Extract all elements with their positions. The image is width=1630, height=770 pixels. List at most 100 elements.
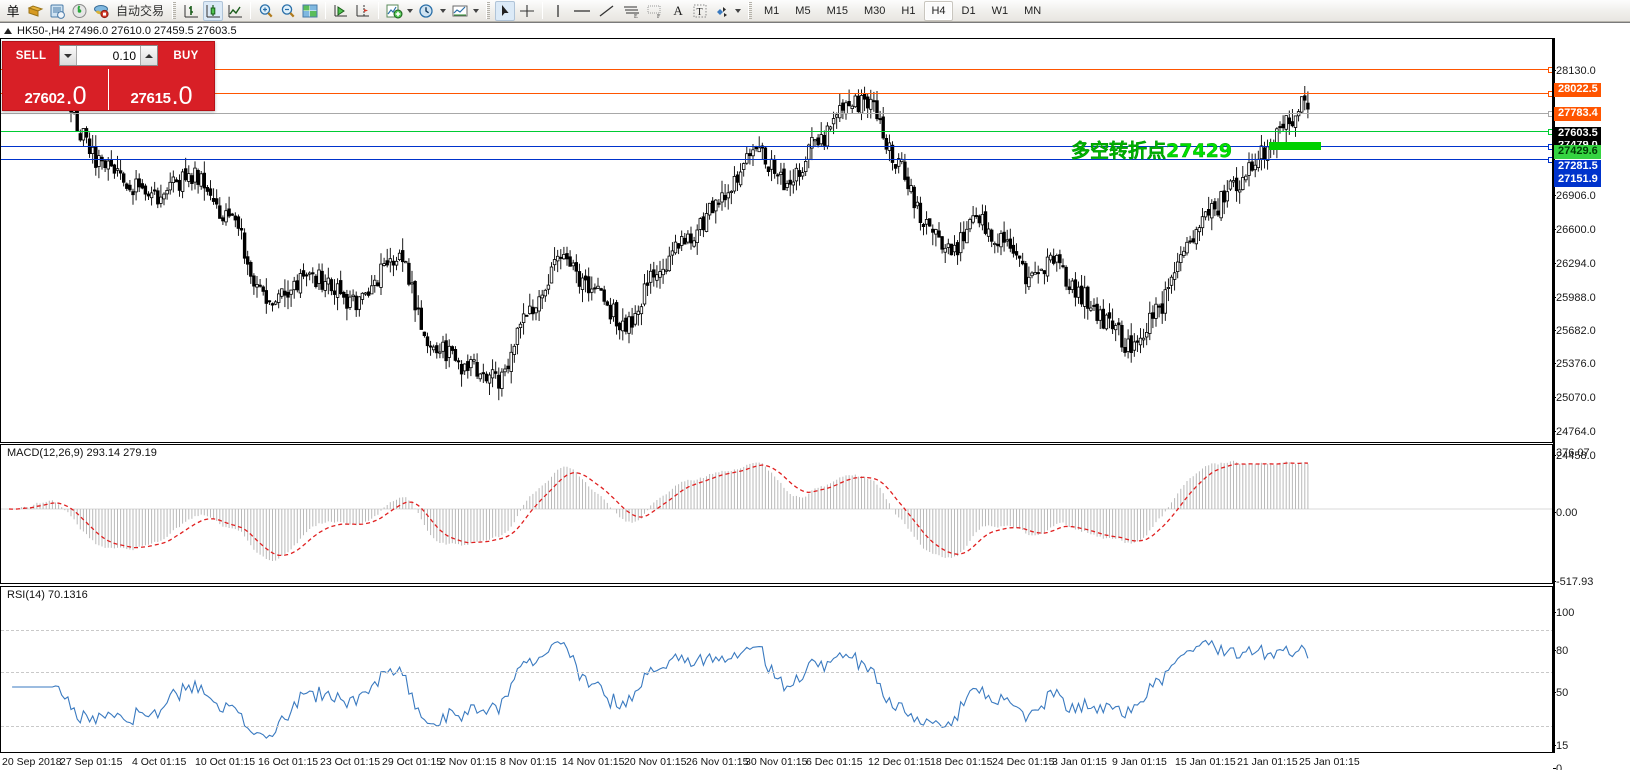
timeframe-w1[interactable]: W1	[991, 4, 1009, 17]
indicators-dropdown-caret[interactable]	[407, 8, 414, 13]
time-label: 21 Jan 01:15	[1237, 756, 1298, 768]
timeframe-m5[interactable]: M5	[795, 4, 811, 17]
price-level-tag[interactable]: 27429.6	[1554, 145, 1601, 159]
price-tick: 26294.0	[1552, 258, 1596, 270]
candlestick-chart-icon[interactable]	[203, 0, 224, 21]
time-label: 10 Oct 01:15	[195, 756, 256, 768]
toolbar-grip[interactable]	[172, 2, 177, 19]
time-label: 4 Oct 01:15	[132, 756, 187, 768]
periods-icon[interactable]	[417, 1, 437, 21]
symbol-header: HK50-,H4 27496.0 27610.0 27459.5 27603.5	[0, 23, 1630, 38]
chart-annotation-text[interactable]: 多空转折点27429	[1071, 140, 1233, 162]
price-level-handle[interactable]	[1548, 129, 1552, 135]
collapse-icon[interactable]	[4, 27, 12, 34]
templates-icon[interactable]	[450, 1, 470, 21]
svg-text:T: T	[697, 7, 703, 18]
line-chart-icon[interactable]	[225, 1, 245, 21]
timeframe-bar: M1 M5 M15 M30 H1 H4 D1 W1 MN	[756, 0, 1049, 21]
price-scale[interactable]: 28130.0 26906.0 26600.0 26294.0 25988.0 25682…	[1552, 38, 1630, 462]
time-label: 29 Oct 01:15	[382, 756, 443, 768]
text-icon[interactable]: A	[673, 2, 683, 18]
time-label: 18 Dec 01:15	[930, 756, 993, 768]
price-tick: 26906.0	[1552, 190, 1596, 202]
zoom-out-icon[interactable]	[278, 1, 298, 21]
volume-dropdown-button[interactable]	[60, 46, 77, 65]
price-level-tag[interactable]: 27603.5	[1554, 127, 1601, 141]
rsi-grid-80	[1, 630, 1552, 631]
price-level-line[interactable]	[1, 129, 1552, 135]
price-level-handle[interactable]	[1548, 67, 1552, 73]
sell-price-integer: 27602	[24, 90, 65, 107]
price-level-handle[interactable]	[1548, 91, 1552, 97]
folder-icon[interactable]	[25, 1, 45, 21]
autotrading-label[interactable]: 自动交易	[116, 4, 165, 18]
toolbar-grip-3[interactable]	[748, 2, 753, 19]
price-level-tag[interactable]: 27281.5	[1554, 160, 1601, 174]
price-level-tag[interactable]: 28022.5	[1554, 83, 1601, 97]
cursor-icon[interactable]	[495, 0, 516, 21]
shapes-icon[interactable]	[712, 1, 732, 21]
chart-grid-icon[interactable]	[300, 1, 320, 21]
crosshair-icon[interactable]	[517, 1, 537, 21]
price-level-handle[interactable]	[1548, 144, 1552, 150]
timeframe-m30[interactable]: M30	[863, 4, 886, 17]
toolbar-grip-2[interactable]	[486, 2, 491, 19]
buy-button[interactable]: BUY	[173, 49, 199, 62]
rsi-pane[interactable]: RSI(14) 70.1316	[0, 586, 1553, 753]
timeframe-m1[interactable]: M1	[764, 4, 780, 17]
auto-scroll-icon[interactable]	[331, 1, 351, 21]
vertical-line-icon[interactable]	[548, 1, 568, 21]
timeframe-h1[interactable]: H1	[901, 4, 916, 17]
price-level-tag[interactable]: 27783.4	[1554, 107, 1601, 121]
rsi-label: RSI(14) 70.1316	[5, 589, 90, 601]
annotation-green-marker[interactable]	[1269, 142, 1321, 150]
timeframe-d1[interactable]: D1	[961, 4, 976, 17]
fibonacci-icon[interactable]: E	[620, 1, 642, 21]
price-scale-axis[interactable]	[1553, 38, 1555, 753]
price-level-line[interactable]	[1, 91, 1552, 97]
time-label: 15 Jan 01:15	[1175, 756, 1236, 768]
price-level-tag[interactable]: 27151.9	[1554, 173, 1601, 187]
horizontal-line-icon[interactable]	[570, 1, 594, 21]
timeframe-m15[interactable]: M15	[826, 4, 848, 17]
new-order-icon[interactable]: 单	[6, 5, 20, 20]
price-level-line[interactable]	[1, 111, 1552, 117]
price-pane[interactable]: 多空转折点27429	[0, 38, 1553, 443]
buy-price-cell[interactable]: 27615.0	[108, 69, 214, 110]
toolbar-separator-2	[325, 2, 327, 19]
time-label: 24 Dec 01:15	[992, 756, 1055, 768]
time-label: 12 Dec 01:15	[868, 756, 931, 768]
price-level-handle[interactable]	[1548, 157, 1552, 163]
chart-shift-icon[interactable]	[353, 1, 373, 21]
macd-pane[interactable]: MACD(12,26,9) 293.14 279.19	[0, 444, 1553, 584]
time-label: 27 Sep 01:15	[60, 756, 123, 768]
timeframe-h4[interactable]: H4	[924, 0, 953, 21]
periods-dropdown-caret[interactable]	[440, 8, 447, 13]
volume-increment-button[interactable]	[140, 46, 157, 65]
volume-stepper[interactable]: 0.10	[59, 45, 158, 66]
indicators-icon[interactable]	[384, 1, 404, 21]
price-level-line[interactable]	[1, 144, 1552, 150]
signal-icon[interactable]	[69, 1, 89, 21]
zoom-in-icon[interactable]	[256, 1, 276, 21]
time-label: 20 Nov 01:15	[624, 756, 687, 768]
price-level-line[interactable]	[1, 67, 1552, 73]
price-level-line[interactable]	[1, 157, 1552, 163]
bar-chart-icon[interactable]	[181, 1, 201, 21]
sell-price-cell[interactable]: 27602.0	[3, 69, 108, 110]
sell-button[interactable]: SELL	[15, 49, 47, 62]
timeframe-mn[interactable]: MN	[1024, 4, 1042, 17]
time-axis[interactable]: 20 Sep 2018 27 Sep 01:15 4 Oct 01:15 10 Oct…	[0, 754, 1553, 770]
time-label: 16 Oct 01:15	[258, 756, 319, 768]
one-click-trading-panel[interactable]: SELL 0.10 BUY 27602.0 27615.0	[2, 41, 215, 111]
news-icon[interactable]	[47, 1, 67, 21]
autotrading-icon[interactable]	[91, 1, 111, 21]
equidistant-channel-icon[interactable]: F	[644, 1, 666, 21]
price-level-handle[interactable]	[1548, 111, 1552, 117]
text-label-icon[interactable]: T	[690, 1, 710, 21]
time-label: 3 Jan 01:15	[1052, 756, 1107, 768]
shapes-dropdown-caret[interactable]	[735, 8, 742, 13]
trendline-icon[interactable]	[596, 1, 618, 21]
volume-input[interactable]: 0.10	[112, 48, 136, 63]
templates-dropdown-caret[interactable]	[473, 8, 480, 13]
